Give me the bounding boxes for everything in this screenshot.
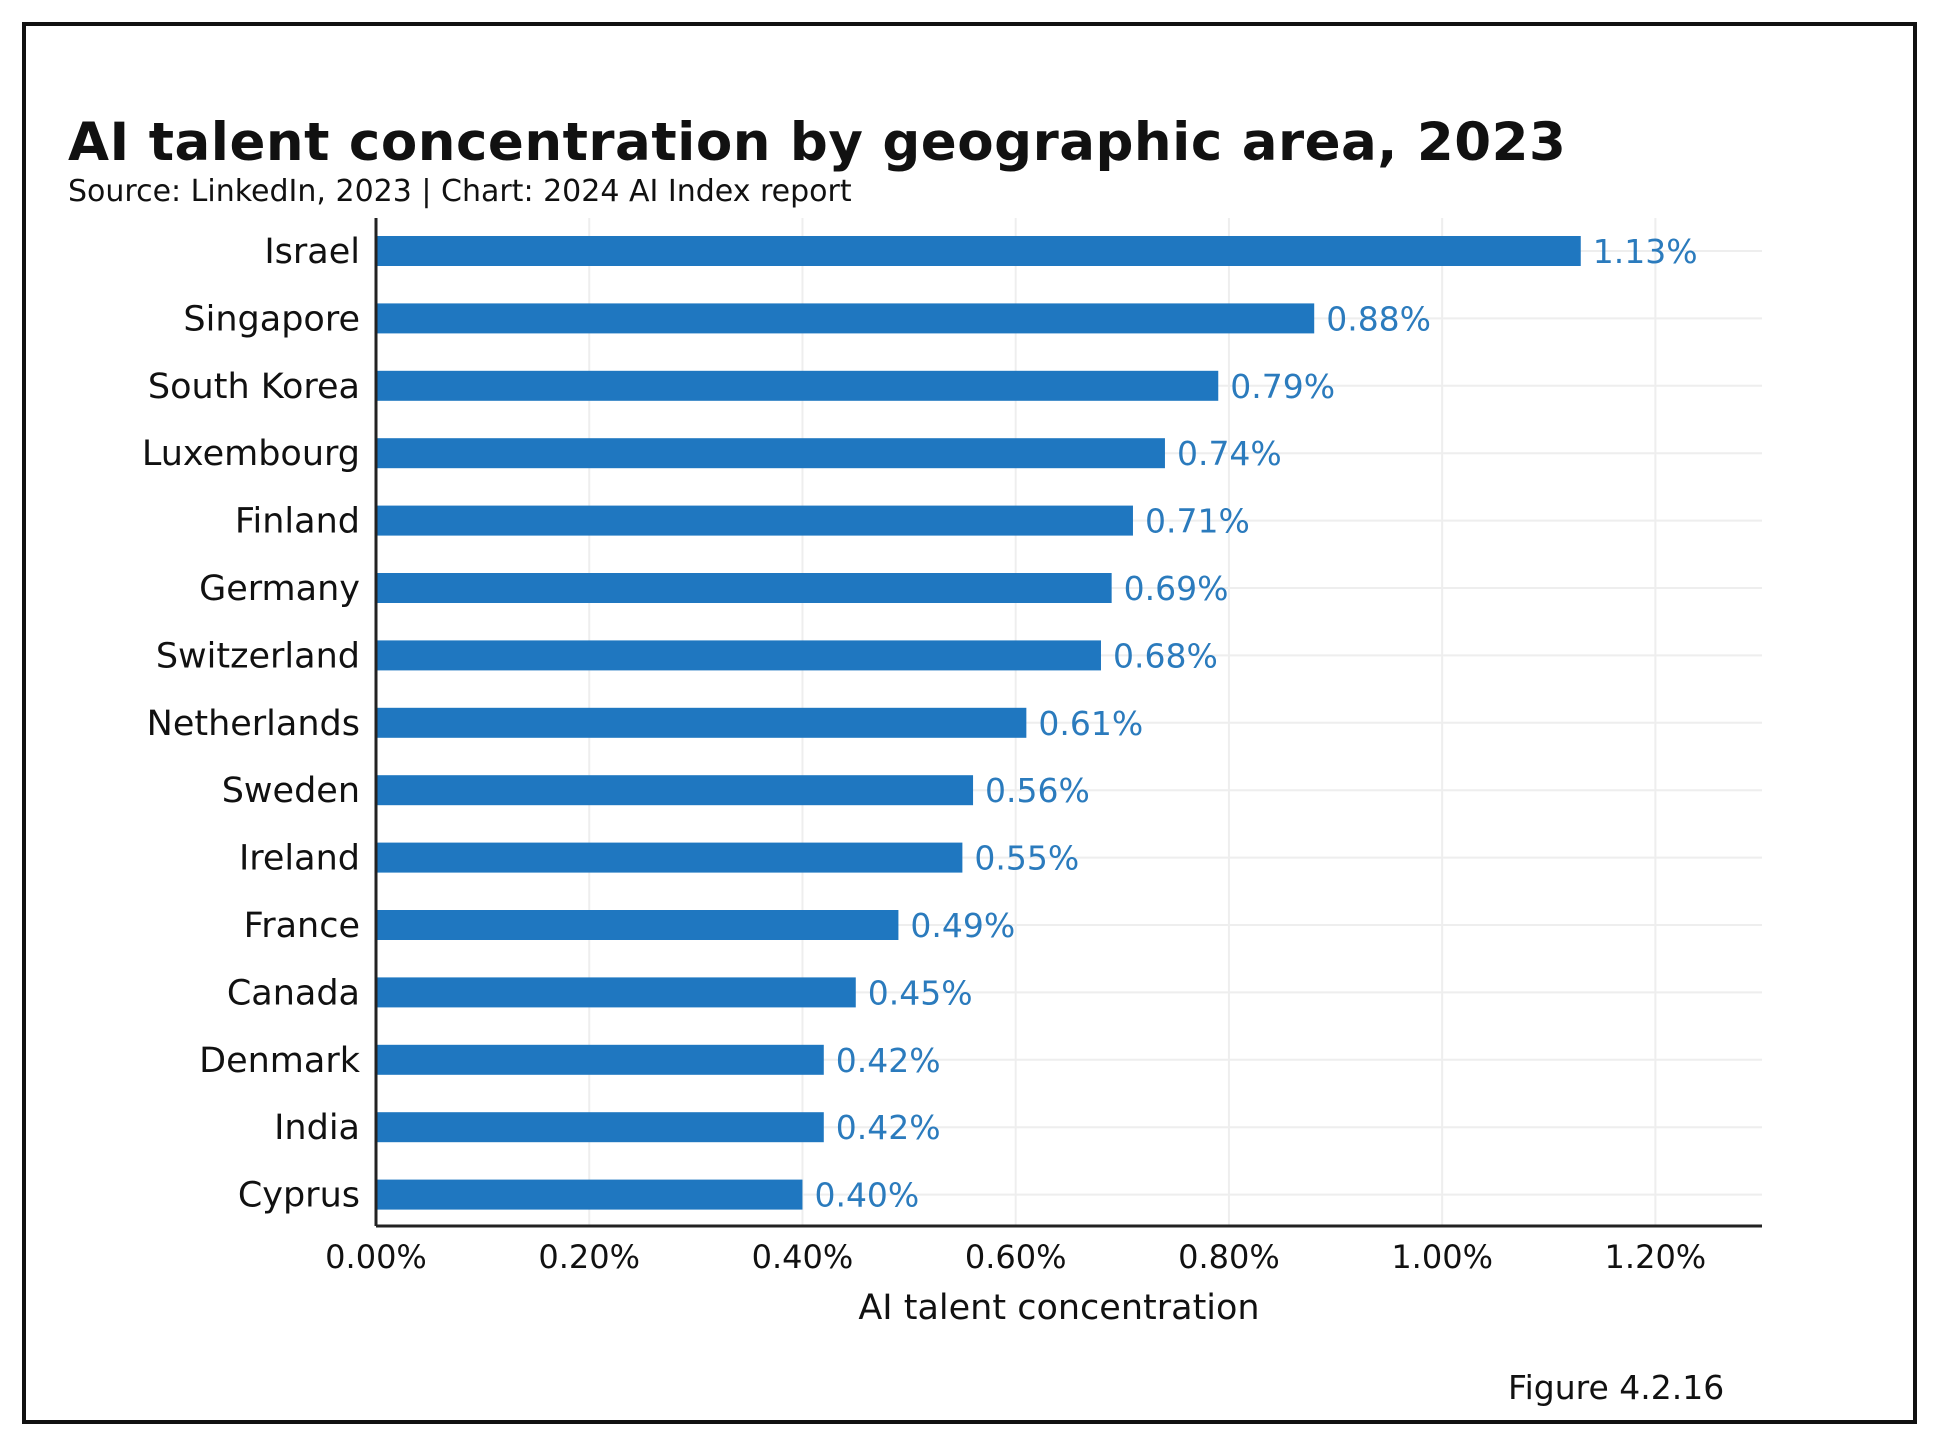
category-label: Switzerland [156, 636, 360, 676]
bar [376, 1112, 824, 1143]
category-label: South Korea [148, 367, 360, 407]
bar [376, 707, 1027, 738]
category-label: Singapore [183, 299, 360, 339]
category-label: Netherlands [147, 704, 360, 744]
x-tick-label: 0.60% [965, 1238, 1067, 1276]
x-tick-label: 1.20% [1605, 1238, 1707, 1276]
bar [376, 640, 1101, 671]
category-label: Ireland [239, 839, 360, 879]
axes [374, 218, 1762, 1228]
value-label: 0.56% [985, 771, 1090, 810]
category-label: France [244, 906, 360, 946]
chart-title: AI talent concentration by geographic ar… [68, 112, 1567, 173]
x-tick-label: 0.00% [325, 1238, 427, 1276]
value-label: 0.42% [836, 1108, 941, 1147]
category-label: Germany [199, 569, 360, 609]
bar [376, 1044, 824, 1075]
bar [376, 505, 1133, 536]
bar [376, 573, 1112, 603]
value-label: 0.61% [1038, 704, 1143, 743]
value-label: 0.88% [1326, 299, 1431, 338]
category-label: Canada [227, 973, 360, 1013]
x-tick-label: 0.80% [1178, 1238, 1280, 1276]
bar [376, 910, 899, 940]
category-label: Luxembourg [142, 434, 360, 474]
value-label: 0.40% [814, 1176, 919, 1215]
value-label: 0.49% [910, 906, 1015, 945]
value-label: 1.13% [1593, 232, 1698, 271]
value-label: 0.71% [1145, 502, 1250, 541]
bar [376, 775, 974, 806]
value-label: 0.79% [1230, 367, 1335, 406]
category-label: Denmark [199, 1041, 361, 1081]
figure-number: Figure 4.2.16 [1508, 1368, 1725, 1407]
bar [376, 842, 963, 873]
x-tick-label: 0.40% [752, 1238, 854, 1276]
value-label: 0.68% [1113, 636, 1218, 675]
value-label: 0.69% [1124, 569, 1229, 608]
x-axis-title: AI talent concentration [858, 1288, 1259, 1328]
x-tick-label: 1.00% [1391, 1238, 1493, 1276]
value-label: 0.45% [868, 973, 973, 1012]
bar [376, 303, 1315, 334]
bar [376, 977, 856, 1008]
bars [376, 236, 1581, 1210]
value-label: 0.42% [836, 1041, 941, 1080]
chart-subtitle: Source: LinkedIn, 2023 | Chart: 2024 AI … [68, 174, 852, 209]
bar [376, 438, 1165, 469]
category-label: Israel [264, 232, 360, 272]
value-label: 0.55% [974, 839, 1079, 878]
bar [376, 1179, 803, 1210]
category-label: Finland [235, 502, 360, 542]
value-label: 0.74% [1177, 434, 1282, 473]
x-tick-label: 0.20% [538, 1238, 640, 1276]
labels: Israel 1.13% Singapore 0.88% South Korea 0.79… [142, 232, 1706, 1276]
category-label: Cyprus [238, 1176, 360, 1216]
category-label: India [274, 1108, 360, 1148]
category-label: Sweden [222, 771, 360, 811]
bar [376, 236, 1581, 266]
bar [376, 370, 1219, 401]
